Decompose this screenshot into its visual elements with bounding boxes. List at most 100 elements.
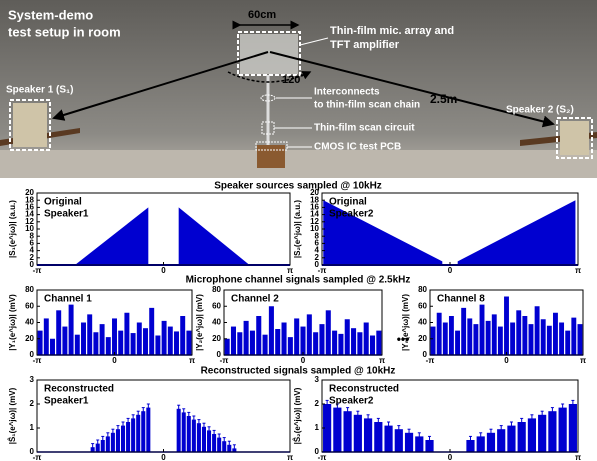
bar — [343, 411, 352, 452]
x-tick-label: -π — [33, 356, 42, 365]
bar — [224, 338, 230, 355]
y-tick-label: 80 — [25, 285, 34, 294]
bar — [540, 319, 546, 355]
y-tick-label: 14 — [310, 210, 319, 219]
photo-label: Speaker 2 (S₂) — [506, 105, 574, 116]
bar — [191, 419, 196, 452]
bar — [467, 318, 473, 355]
bar — [249, 330, 255, 355]
bar — [425, 440, 434, 452]
y-tick-label: 1 — [30, 423, 35, 432]
y-tick-label: 20 — [310, 188, 319, 197]
section-title: Speaker sources sampled @ 10kHz — [214, 181, 382, 192]
y-tick-label: 14 — [25, 210, 34, 219]
y-tick-label: 8 — [30, 231, 35, 240]
x-tick-label: 0 — [504, 356, 509, 365]
y-tick-label: 0 — [30, 350, 35, 359]
x-tick-label: π — [189, 356, 195, 365]
bar — [546, 325, 552, 355]
y-tick-label: 0 — [315, 447, 320, 456]
bar — [281, 322, 287, 355]
bar — [510, 322, 516, 355]
x-tick-label: -π — [426, 356, 435, 365]
bar — [130, 333, 136, 355]
chart-label: Channel 2 — [231, 294, 279, 305]
bar — [448, 316, 454, 355]
bar — [491, 314, 497, 355]
bar — [497, 326, 503, 355]
y-tick-label: 2 — [30, 399, 35, 408]
y-tick-label: 60 — [418, 301, 427, 310]
plot-area — [37, 193, 290, 265]
y-tick-label: 0 — [217, 350, 222, 359]
y-tick-label: 0 — [423, 350, 428, 359]
bar — [553, 312, 558, 355]
photo — [0, 0, 597, 178]
y-tick-label: 3 — [315, 375, 320, 384]
y-tick-label: 3 — [30, 375, 35, 384]
area — [37, 207, 290, 265]
bar — [548, 411, 557, 452]
pcb — [257, 145, 285, 168]
photo-label: to thin-film scan chain — [314, 100, 420, 111]
bar — [87, 314, 93, 355]
bar — [174, 331, 179, 355]
bar — [207, 430, 212, 452]
bar — [186, 330, 192, 355]
bar — [558, 407, 567, 452]
bar — [376, 330, 382, 355]
y-tick-label: 20 — [25, 188, 34, 197]
bar — [62, 326, 68, 355]
y-tick-label: 10 — [310, 224, 319, 233]
y-tick-label: 6 — [30, 239, 35, 248]
photo-label: 60cm — [248, 9, 276, 21]
bar — [565, 330, 571, 355]
mic-array — [240, 34, 298, 74]
x-tick-label: π — [575, 453, 581, 461]
bar — [507, 425, 516, 452]
bar — [374, 422, 383, 452]
highlight-box — [255, 141, 288, 151]
chart-label: Channel 1 — [44, 294, 92, 305]
bar — [517, 422, 526, 452]
x-tick-label: 0 — [448, 266, 453, 275]
bar — [68, 304, 74, 355]
bar — [212, 434, 217, 452]
pointer — [299, 37, 329, 46]
bar — [81, 322, 86, 355]
bar — [126, 422, 131, 452]
bar — [167, 326, 173, 355]
y-tick-label: 2 — [315, 399, 320, 408]
photo-label: 120˚ — [282, 74, 304, 86]
bar — [319, 324, 325, 355]
area — [323, 200, 576, 265]
photo-background — [0, 0, 597, 178]
x-tick-label: π — [287, 266, 293, 275]
bar — [143, 328, 148, 355]
bar — [181, 412, 186, 452]
chart-label: Speaker2 — [329, 396, 374, 407]
y-tick-label: 18 — [310, 195, 319, 204]
chart-label: Speaker1 — [44, 209, 89, 220]
bar — [95, 443, 100, 452]
bar — [571, 317, 577, 355]
bar — [504, 296, 509, 355]
bar — [120, 425, 126, 452]
bar — [141, 411, 146, 452]
bar — [353, 414, 362, 452]
y-tick-label: 4 — [30, 246, 35, 255]
bar — [473, 324, 479, 355]
y-tick-label: 16 — [25, 203, 34, 212]
x-tick-label: π — [379, 356, 385, 365]
bar — [222, 441, 227, 452]
y-axis-label: |S₁(e^jω)| (a.u.) — [8, 200, 17, 258]
x-tick-label: -π — [220, 356, 229, 365]
bar — [118, 330, 124, 355]
chart-label: Original — [44, 197, 82, 208]
bar — [100, 440, 105, 452]
x-tick-label: π — [575, 266, 581, 275]
x-tick-label: -π — [33, 453, 42, 461]
arrow — [52, 51, 269, 121]
photo-label: Speaker 1 (S₁) — [6, 85, 74, 96]
chart-label: Reconstructed — [329, 384, 399, 395]
